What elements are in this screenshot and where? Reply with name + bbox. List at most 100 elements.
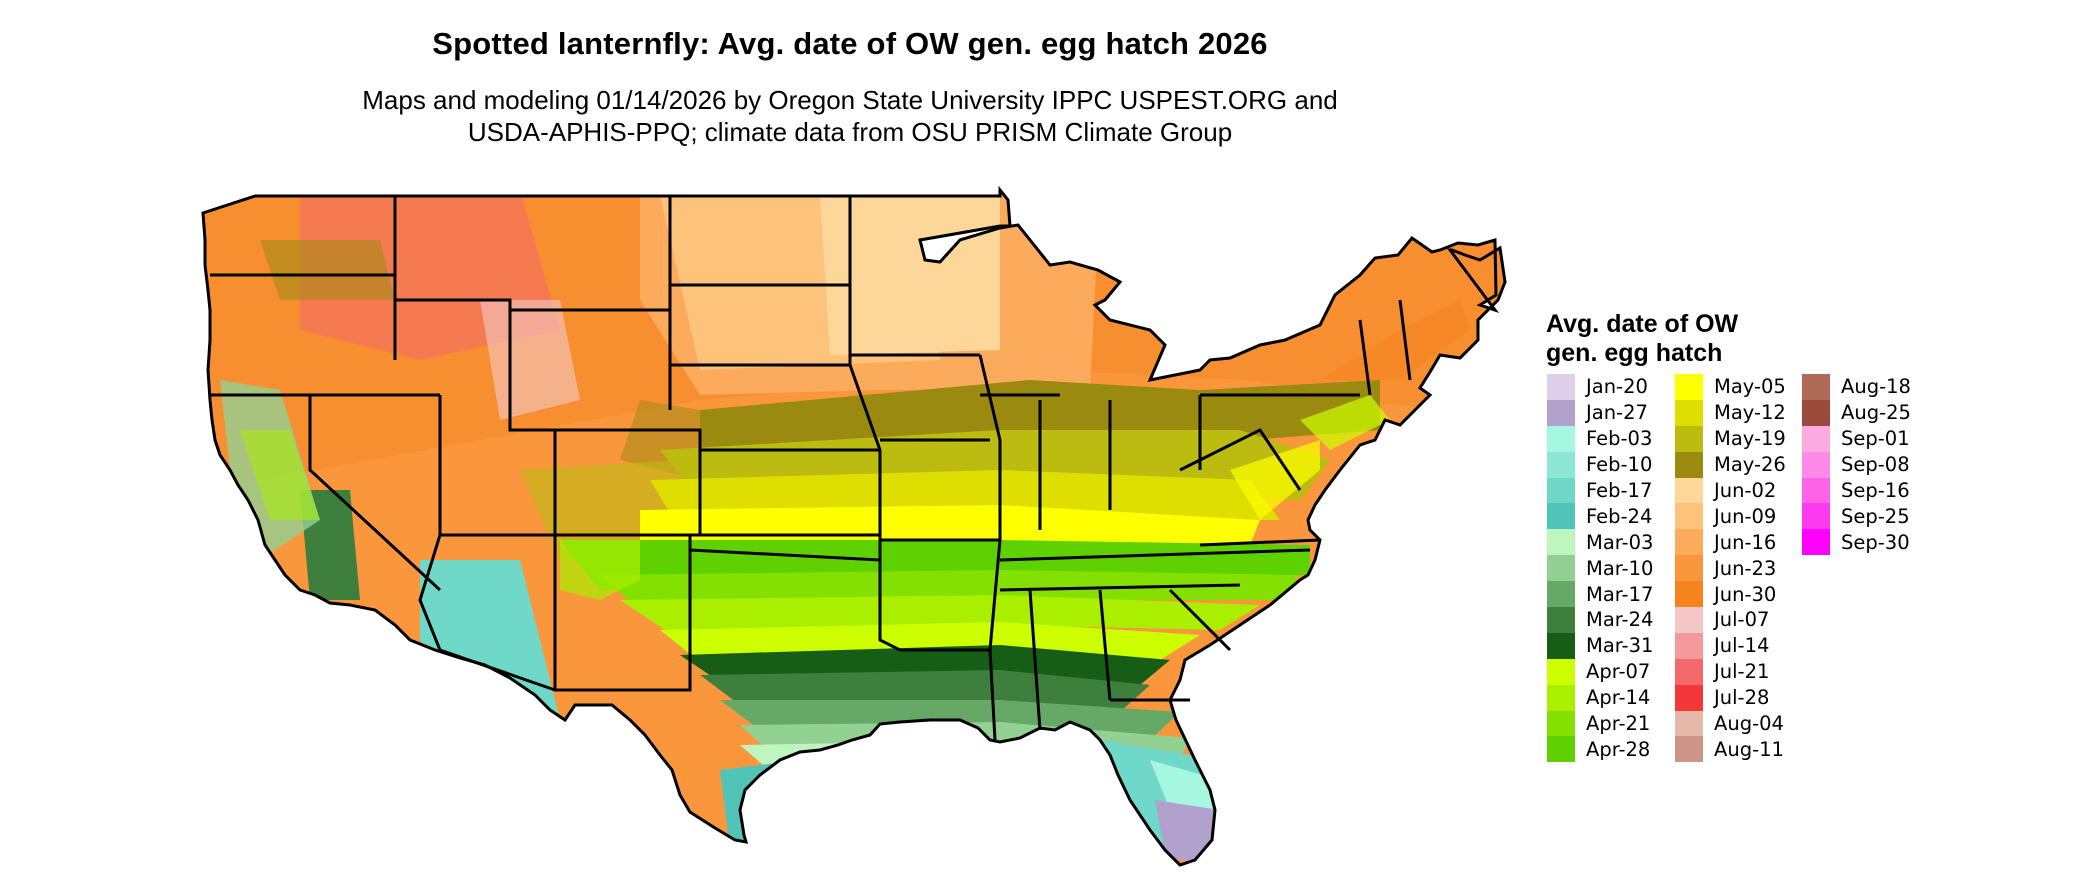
legend-title: Avg. date of OW gen. egg hatch bbox=[1546, 310, 1738, 368]
legend-swatch bbox=[1675, 399, 1703, 426]
legend-swatch bbox=[1802, 374, 1830, 400]
legend-label: May-26 bbox=[1714, 453, 1786, 477]
state-line-ky-tn bbox=[999, 548, 1311, 562]
legend-swatch bbox=[1675, 710, 1703, 737]
legend-label: Aug-11 bbox=[1714, 737, 1784, 761]
state-line-az bbox=[418, 534, 556, 692]
legend-item: May-19 bbox=[1675, 425, 1786, 452]
state-line-ga-sc bbox=[1168, 588, 1232, 652]
legend-label: Jan-20 bbox=[1586, 375, 1648, 399]
legend-item: May-26 bbox=[1675, 451, 1786, 478]
legend-item: Aug-25 bbox=[1802, 399, 1911, 426]
legend-label: Sep-25 bbox=[1841, 504, 1910, 528]
legend-item: Apr-21 bbox=[1547, 710, 1653, 737]
legend-swatch bbox=[1802, 451, 1830, 478]
legend-label: Feb-24 bbox=[1586, 504, 1653, 528]
legend-label: May-12 bbox=[1714, 401, 1786, 425]
legend-label: Mar-31 bbox=[1586, 634, 1654, 658]
legend-item: Jul-21 bbox=[1675, 658, 1786, 685]
legend-item: Sep-25 bbox=[1802, 503, 1911, 530]
legend-item: Jul-07 bbox=[1675, 607, 1786, 633]
legend-swatch bbox=[1547, 399, 1575, 426]
subtitle-line-2: USDA-APHIS-PPQ; climate data from OSU PR… bbox=[467, 117, 1233, 147]
legend-item: Jan-27 bbox=[1547, 399, 1653, 426]
legend-label: Apr-14 bbox=[1586, 686, 1651, 710]
legend-swatch bbox=[1675, 658, 1703, 685]
state-line-plains-east bbox=[848, 196, 882, 560]
legend-swatch bbox=[1675, 503, 1703, 530]
legend-swatch bbox=[1547, 632, 1575, 659]
legend-swatch bbox=[1547, 451, 1575, 478]
legend-item: Jun-16 bbox=[1675, 529, 1786, 556]
legend-label: Jun-23 bbox=[1714, 556, 1777, 580]
legend-item: Jul-14 bbox=[1675, 632, 1786, 659]
legend-swatch bbox=[1675, 477, 1703, 504]
legend-label: Mar-17 bbox=[1586, 582, 1654, 606]
state-line-va-nc bbox=[1199, 538, 1321, 547]
legend-swatch bbox=[1802, 399, 1830, 426]
legend-item: Feb-10 bbox=[1547, 451, 1653, 478]
legend-item: Sep-16 bbox=[1802, 477, 1911, 504]
legend-column-3: Aug-18 Aug-25 Sep-01 Sep-08 Sep-16 Sep-25 Sep-… bbox=[1802, 374, 1911, 556]
legend-label: Mar-03 bbox=[1586, 530, 1654, 554]
legend-item: Jun-23 bbox=[1675, 555, 1786, 582]
legend-label: Jun-02 bbox=[1714, 479, 1777, 502]
legend-column-1: Jan-20 Jan-27 Feb-03 Feb-10 Feb-17 Feb-24 Mar-… bbox=[1547, 374, 1654, 763]
legend-label: Jul-28 bbox=[1714, 686, 1770, 710]
legend-item: May-12 bbox=[1675, 399, 1786, 426]
legend-item: Aug-04 bbox=[1675, 710, 1786, 737]
subtitle-line-1: Maps and modeling 01/14/2026 by Oregon S… bbox=[362, 85, 1338, 115]
state-line-co bbox=[555, 428, 702, 537]
legend-item: Apr-28 bbox=[1547, 736, 1653, 763]
legend-swatch bbox=[1675, 607, 1703, 633]
legend-swatch bbox=[1802, 529, 1830, 556]
legend-swatch bbox=[1802, 477, 1830, 504]
legend-item: Feb-17 bbox=[1547, 477, 1653, 504]
legend-label: Jun-16 bbox=[1714, 530, 1777, 554]
legend-label: Apr-28 bbox=[1586, 737, 1651, 761]
legend-swatch bbox=[1675, 451, 1703, 478]
state-line-mt-wy bbox=[395, 298, 670, 312]
legend-label: Jul-21 bbox=[1714, 660, 1770, 684]
legend-swatch bbox=[1547, 736, 1575, 763]
state-line-wv-va bbox=[1179, 428, 1302, 491]
state-line-mississippi-river bbox=[978, 354, 1002, 741]
legend-column-2: May-05 May-12 May-19 May-26 Jun-02 Jun-09 Jun-… bbox=[1675, 374, 1786, 763]
legend-item: Jun-09 bbox=[1675, 503, 1786, 530]
legend-item: Apr-14 bbox=[1547, 684, 1653, 711]
legend-label: Apr-07 bbox=[1586, 660, 1651, 684]
legend-label: Jul-07 bbox=[1714, 608, 1770, 632]
legend-swatch bbox=[1675, 581, 1703, 608]
legend-label: Aug-25 bbox=[1841, 401, 1911, 425]
legend-title-line-2: gen. egg hatch bbox=[1546, 339, 1723, 367]
legend-label: Aug-18 bbox=[1841, 375, 1911, 399]
legend-label: Jul-14 bbox=[1714, 634, 1770, 658]
legend-swatch bbox=[1675, 555, 1703, 582]
legend-label: Jun-09 bbox=[1714, 504, 1777, 528]
legend-label: Sep-08 bbox=[1841, 453, 1910, 477]
legend-item: Mar-17 bbox=[1547, 581, 1654, 608]
map-title: Spotted lanternfly: Avg. date of OW gen.… bbox=[432, 26, 1268, 61]
legend-swatch bbox=[1675, 736, 1703, 763]
legend-swatch bbox=[1802, 425, 1830, 452]
legend-label: Feb-17 bbox=[1586, 479, 1653, 502]
legend-item: Jun-02 bbox=[1675, 477, 1786, 504]
legend-item: May-05 bbox=[1675, 374, 1786, 400]
legend-label: Sep-16 bbox=[1841, 479, 1910, 502]
legend-label: Jan-27 bbox=[1586, 401, 1648, 425]
legend-item: Mar-10 bbox=[1547, 555, 1654, 582]
legend-swatch bbox=[1675, 425, 1703, 452]
legend-label: Feb-10 bbox=[1586, 453, 1653, 477]
legend-label: Sep-01 bbox=[1841, 427, 1910, 451]
legend-swatch bbox=[1802, 503, 1830, 530]
legend-swatch bbox=[1547, 477, 1575, 504]
state-line-new-england bbox=[1398, 299, 1412, 381]
map-subtitle: Maps and modeling 01/14/2026 by Oregon S… bbox=[0, 84, 1700, 148]
legend-swatch bbox=[1547, 607, 1575, 633]
legend-item: Jul-28 bbox=[1675, 684, 1786, 711]
state-line-al-ga bbox=[1098, 589, 1112, 701]
legend-item: Mar-03 bbox=[1547, 529, 1654, 556]
legend-label: Feb-03 bbox=[1586, 427, 1653, 451]
legend-label: Mar-10 bbox=[1586, 556, 1654, 580]
legend-item: Feb-03 bbox=[1547, 425, 1653, 452]
